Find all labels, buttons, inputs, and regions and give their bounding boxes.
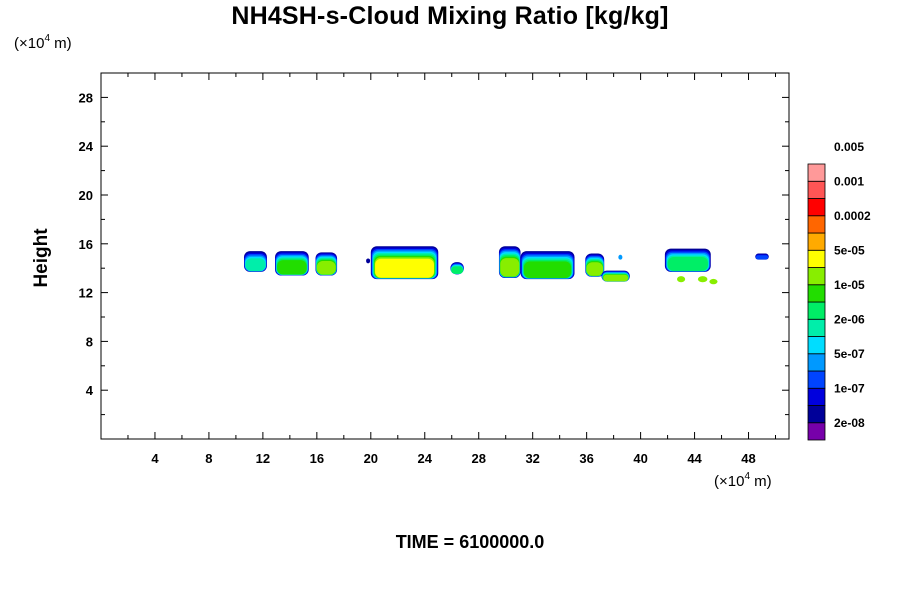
cloud-structure — [498, 246, 521, 278]
x-axis-unit: (×104 m) — [714, 471, 772, 490]
cloud-contour — [586, 262, 604, 276]
colorbar-swatch — [807, 301, 826, 320]
cloud-structure — [243, 251, 267, 272]
colorbar-swatch — [807, 232, 826, 251]
cloud-contour — [667, 257, 709, 271]
cloud-structure — [370, 246, 439, 280]
colorbar-swatch — [807, 353, 826, 372]
y-tick-label: 8 — [86, 334, 93, 349]
x-tick-label: 24 — [418, 451, 433, 466]
colorbar-label: 0.005 — [834, 140, 864, 154]
cloud-contour — [245, 258, 266, 271]
colorbar-swatch — [807, 387, 826, 406]
x-tick-label: 16 — [310, 451, 324, 466]
cloud-contour — [451, 266, 464, 274]
cloud-structure — [520, 251, 575, 280]
cloud-contour — [375, 258, 435, 278]
colorbar-label: 2e-08 — [834, 416, 865, 430]
colorbar: 2e-08 1e-07 5e-07 2e-06 1e-05 5e-05 0.0002 0.00… — [807, 140, 871, 441]
cloud-contour — [603, 274, 629, 282]
colorbar-swatch — [807, 198, 826, 217]
cloud-structure — [664, 248, 711, 272]
cloud-cell — [366, 258, 371, 264]
cloud-contour — [755, 255, 769, 260]
time-label: TIME = 6100000.0 — [395, 532, 545, 552]
y-tick-label: 24 — [79, 139, 94, 154]
x-tick-label: 12 — [256, 451, 270, 466]
x-tick-label: 48 — [741, 451, 755, 466]
y-tick-label: 16 — [79, 237, 93, 252]
y-tick-label: 4 — [86, 383, 94, 398]
colorbar-label: 0.001 — [834, 174, 864, 188]
plot-frame — [100, 72, 790, 440]
cloud-cell — [697, 276, 708, 283]
colorbar-label: 1e-07 — [834, 381, 865, 395]
colorbar-swatch — [807, 163, 826, 182]
colorbar-swatch — [807, 180, 826, 199]
cloud-structure — [315, 252, 338, 276]
y-tick-label: 28 — [79, 90, 93, 105]
cloud-contour — [277, 260, 307, 275]
y-axis-unit: (×104 m) — [14, 33, 72, 52]
colorbar-label: 5e-07 — [834, 347, 865, 361]
colorbar-swatch — [807, 405, 826, 424]
x-tick-label: 36 — [579, 451, 593, 466]
colorbar-swatch — [807, 284, 826, 303]
x-tick-label: 20 — [364, 451, 378, 466]
colorbar-swatch — [807, 370, 826, 389]
cloud-contour — [500, 258, 520, 277]
colorbar-label: 5e-05 — [834, 243, 865, 257]
colorbar-swatch — [807, 318, 826, 337]
x-tick-label: 8 — [205, 451, 212, 466]
colorbar-label: 0.0002 — [834, 209, 871, 223]
cloud-structure — [450, 262, 464, 275]
cloud-structure — [601, 270, 630, 282]
colorbar-label: 2e-06 — [834, 312, 865, 326]
x-tick-label: 40 — [633, 451, 647, 466]
colorbar-swatch — [807, 422, 826, 441]
y-tick-label: 12 — [79, 286, 93, 301]
colorbar-label: 1e-05 — [834, 278, 865, 292]
cloud-cell — [618, 254, 623, 260]
colorbar-swatch — [807, 336, 826, 355]
x-tick-label: 28 — [471, 451, 485, 466]
y-tick-label: 20 — [79, 188, 93, 203]
cloud-structure — [755, 253, 769, 260]
colorbar-swatch — [807, 215, 826, 234]
x-tick-label: 4 — [151, 451, 159, 466]
cloud-contour — [523, 261, 572, 278]
x-tick-label: 44 — [687, 451, 702, 466]
cloud-layer — [243, 246, 769, 285]
cloud-structure — [275, 251, 309, 276]
cloud-structure — [585, 253, 605, 277]
cloud-contour — [316, 260, 336, 275]
colorbar-swatch — [807, 267, 826, 286]
x-tick-label: 32 — [525, 451, 539, 466]
cloud-cell — [677, 276, 686, 283]
colorbar-swatch — [807, 249, 826, 268]
chart-title: NH4SH-s-Cloud Mixing Ratio [kg/kg] — [231, 2, 669, 30]
cloud-cell — [709, 278, 718, 285]
